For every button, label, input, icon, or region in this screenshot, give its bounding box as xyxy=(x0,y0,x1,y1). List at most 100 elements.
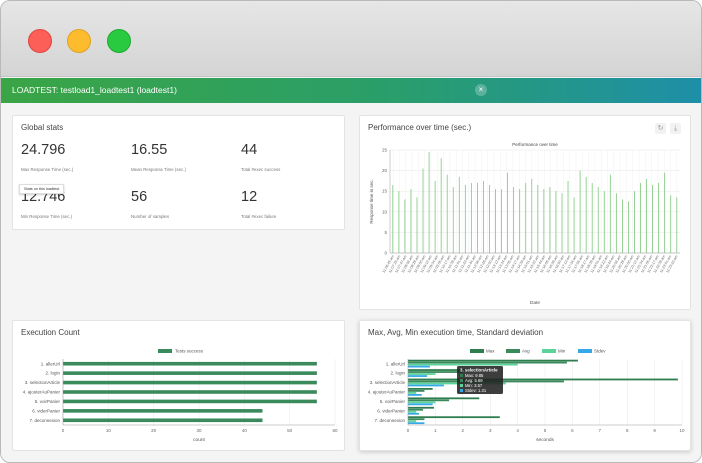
perf-bar xyxy=(591,182,593,253)
perf-bar xyxy=(464,185,466,253)
legend-label: Avg xyxy=(522,349,530,354)
stat-mean-response: 16.55 Mean Response Time (sec.) xyxy=(131,142,186,172)
y-tick-label: 10 xyxy=(382,209,388,214)
perf-bar xyxy=(392,185,394,253)
series-bar xyxy=(408,361,567,364)
perf-bar xyxy=(573,197,575,253)
download-icon[interactable]: ⤓ xyxy=(670,123,681,134)
x-axis-label: count xyxy=(193,437,205,443)
perf-bar xyxy=(561,193,563,253)
y-tick-label: 25 xyxy=(382,148,388,153)
legend-label: Max xyxy=(486,349,495,354)
perf-bar xyxy=(531,178,533,253)
tooltip-title: 3. selectionArticle xyxy=(460,368,498,373)
perf-bar xyxy=(603,191,605,253)
perf-bar xyxy=(579,170,581,253)
legend-swatch xyxy=(578,349,592,353)
perf-bar xyxy=(543,189,545,253)
count-bar xyxy=(63,371,317,375)
perf-bar xyxy=(489,185,490,253)
x-tick-label: 40 xyxy=(242,428,248,433)
perf-bar xyxy=(458,176,460,253)
category-label: 2. login xyxy=(45,371,60,376)
series-bar xyxy=(408,384,444,387)
stat-label: Min Response Time (sec.) xyxy=(21,214,72,219)
series-bar xyxy=(408,378,678,381)
category-label: 4. ajouterAuPanier xyxy=(368,390,406,395)
series-bar xyxy=(408,418,425,421)
x-tick-label: 50 xyxy=(287,428,293,433)
stat-value: 24.796 xyxy=(21,142,66,158)
stat-label: Number of samples xyxy=(131,214,170,219)
perf-bar xyxy=(609,174,611,253)
execution-count-title: Execution Count xyxy=(21,328,80,337)
series-bar xyxy=(408,420,417,423)
legend-swatch xyxy=(158,349,172,353)
x-tick-label: 3 xyxy=(489,428,492,433)
stat-exec-success: 44 Total #exec success xyxy=(241,142,280,172)
refresh-icon[interactable]: ↻ xyxy=(655,123,666,134)
category-label: 7. deconnexion xyxy=(29,418,60,423)
count-bar xyxy=(63,380,317,385)
perf-bar xyxy=(452,187,454,253)
x-axis-label: Date xyxy=(530,300,540,306)
tooltip-line: Max: 9.85 xyxy=(465,373,484,378)
tooltip-swatch xyxy=(460,389,463,392)
perf-bar xyxy=(597,187,599,253)
x-tick-label: 20 xyxy=(151,428,157,433)
count-bar xyxy=(63,361,317,366)
tooltip-swatch xyxy=(460,379,463,382)
perf-bar xyxy=(640,182,641,253)
legend-swatch xyxy=(542,349,556,353)
perf-bar xyxy=(470,182,472,253)
perf-bar xyxy=(658,182,660,253)
series-bar xyxy=(408,403,433,406)
stat-value: 56 xyxy=(131,189,148,205)
x-tick-label: 60 xyxy=(332,428,338,433)
performance-chart: Performance over time051015202511:06:45.… xyxy=(369,142,680,306)
x-tick-label: 7 xyxy=(599,428,602,433)
perf-bar xyxy=(434,180,436,253)
category-label: 5. voirPanier xyxy=(380,399,406,404)
perf-bar xyxy=(555,191,557,253)
perf-bar xyxy=(652,185,654,253)
close-window-button[interactable] xyxy=(28,29,52,53)
count-bar xyxy=(63,409,263,413)
tooltip-line: Min: 3.57 xyxy=(465,383,483,388)
series-bar xyxy=(408,365,430,368)
series-bar xyxy=(408,397,480,400)
category-label: 2. login xyxy=(390,371,405,376)
perf-bar xyxy=(507,172,509,253)
close-icon[interactable]: × xyxy=(475,84,487,96)
series-bar xyxy=(408,369,485,371)
category-label: 3. selectionArticle xyxy=(25,380,61,385)
y-tick-label: 20 xyxy=(382,168,388,173)
minimize-window-button[interactable] xyxy=(67,29,91,53)
count-bar xyxy=(63,418,263,423)
series-bar xyxy=(408,373,436,375)
stat-label: Total #exec success xyxy=(241,167,281,172)
series-bar xyxy=(408,359,578,362)
series-bar xyxy=(408,394,422,396)
loadtest-header: LOADTEST: testload1_loadtest1 (loadtest1… xyxy=(1,78,701,103)
chart-title: Performance over time xyxy=(512,142,558,147)
legend-swatch xyxy=(506,349,520,353)
perf-bar xyxy=(585,176,587,253)
x-tick-label: 1 xyxy=(434,428,437,433)
legend-label: Tests success xyxy=(175,349,204,354)
series-bar xyxy=(408,410,417,413)
y-axis-label: Response time in sec. xyxy=(369,179,374,223)
perf-bar xyxy=(416,197,418,253)
perf-bar xyxy=(634,191,635,253)
perf-bar xyxy=(622,199,623,253)
zoom-window-button[interactable] xyxy=(107,29,131,53)
category-label: 5. voirPanier xyxy=(35,399,61,404)
exec-time-chart: Max Avg Min Stdev 0 1 2 3 4 5 6 7 8 9 10 1. allerUrl 2. … xyxy=(368,349,685,444)
perf-bar xyxy=(664,172,666,253)
perf-bar xyxy=(513,187,515,253)
tooltip-swatch xyxy=(460,374,463,377)
series-bar xyxy=(408,399,450,402)
series-bar xyxy=(408,422,425,425)
